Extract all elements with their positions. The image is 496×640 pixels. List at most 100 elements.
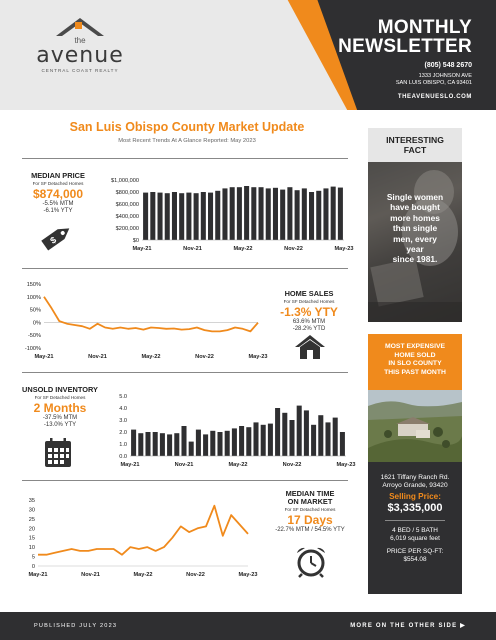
median-price-yty: -6.1% YTY [43,208,73,215]
published-date: PUBLISHED JULY 2023 [34,623,118,629]
bar [246,427,252,456]
bar [325,422,331,456]
y-tick-label: 25 [29,517,35,523]
photo-shade [368,162,462,322]
bar [231,428,237,456]
roof-logo-icon [56,18,104,36]
bar [244,186,250,240]
bar [143,192,149,240]
bar [303,410,309,456]
fact-line: men, every [393,233,437,244]
bar [253,422,259,456]
price-tag-icon: $ [36,222,78,257]
selling-price-label: Selling Price: [389,491,441,501]
y-tick-label: -100% [25,346,41,352]
play-arrow-icon: ▶ [460,623,466,629]
divider [22,268,348,269]
y-tick-label: 1.0 [119,442,127,448]
bar [171,192,177,240]
x-tick-label: Nov-22 [284,246,303,252]
y-tick-label: $800,000 [116,190,139,196]
y-tick-label: 4.0 [119,406,127,412]
bar [294,190,300,240]
bar [200,192,206,240]
y-tick-label: 0 [32,564,35,570]
x-tick-label: May-22 [229,462,248,468]
bar [138,433,144,456]
fact-line: than single [392,223,438,234]
newsletter-title: MONTHLY NEWSLETTER [338,18,472,56]
median-time-change: -22.7% MTM / 54.5% YTY [275,527,345,533]
y-tick-label: 0% [33,320,41,326]
fact-line: Single women [386,192,444,202]
report-subtitle: Most Recent Trends At A Glance Reported:… [118,138,256,144]
bar [145,432,151,456]
x-tick-label: May-21 [35,354,54,360]
most-expensive-heading-line: HOME SOLD [394,351,436,359]
bar [159,433,165,456]
fact-line: more homes [390,212,440,223]
y-tick-label: 3.0 [119,418,127,424]
office-address: 1333 JOHNSON AVE SAN LUIS OBISPO, CA 934… [396,73,472,87]
phone-number[interactable]: (805) 548 2670 [424,62,472,69]
unsold-inventory-yty: -13.0% YTY [43,422,77,429]
calendar-icon [44,438,72,473]
interesting-fact-heading: INTERESTING FACT [368,128,462,162]
median-time-sub: For SF Detached Homes [284,507,336,512]
fact-line: year [406,244,424,255]
x-tick-label: Nov-22 [283,462,302,468]
y-tick-label: 150% [27,282,41,288]
interesting-fact-photo: Single women have bought more homes than… [368,162,462,322]
bar [186,192,192,240]
more-other-side-link[interactable]: MORE ON THE OTHER SIDE ▶ [350,622,466,629]
website-link[interactable]: THEAVENUESLO.COM [397,94,472,100]
bar [239,426,245,456]
bar [301,188,307,240]
bar [260,424,266,456]
median-price-chart: $0 $200,000 $400,000 $600,000 $800,000 $1,000… [98,174,353,254]
bar [323,188,329,240]
y-tick-label: 2.0 [119,430,127,436]
house-icon [294,334,326,365]
y-tick-label: 5 [32,555,35,561]
x-tick-label: Nov-22 [186,572,205,578]
home-sales-stat: HOME SALES For SF Detached Homes -1.3% Y… [270,290,348,333]
bar [258,187,264,240]
median-price-stat: MEDIAN PRICE For SF Detached Homes $874,… [22,172,94,215]
bar [174,433,180,456]
x-tick-label: Nov-22 [195,354,214,360]
interesting-fact-heading-line1: INTERESTING [386,135,444,145]
y-tick-label: 15 [29,536,35,542]
bar [203,434,209,456]
bar [309,192,315,240]
newsletter-title-line2: NEWSLETTER [338,36,472,57]
home-sales-chart: -100% -50% 0% 50% 100% 150% May-21 Nov-21 May-22… [22,280,268,362]
median-price-heading: MEDIAN PRICE [31,171,85,180]
bar [265,188,271,240]
bar [316,190,322,240]
brand-tagline: CENTRAL COAST REALTY [41,68,119,73]
divider [22,158,348,159]
y-tick-label: $0 [133,238,139,244]
unsold-inventory-stat: UNSOLD INVENTORY For SF Detached Homes 2… [20,386,100,429]
unsold-inventory-mtm: -37.5% MTM [42,415,78,421]
bar [222,188,228,240]
y-tick-label: -50% [28,333,41,339]
bar [287,187,293,240]
bar [131,429,137,456]
fact-line: since 1981. [392,254,438,265]
square-feet: 6,019 square feet [390,535,440,543]
bar [311,424,317,456]
y-tick-label: 5.0 [119,394,127,400]
x-tick-label: May-22 [234,246,253,252]
price-per-sqft-value: $554.08 [403,556,427,564]
x-tick-label: May-23 [249,354,268,360]
address-line2: SAN LUIS OBISPO, CA 93401 [395,80,472,86]
bar [215,190,221,240]
divider [22,372,348,373]
bar [296,405,302,456]
bar [282,412,288,456]
y-tick-label: 0.0 [119,454,127,460]
alarm-clock-icon [294,546,328,583]
median-time-heading-line1: MEDIAN TIME [285,489,335,498]
